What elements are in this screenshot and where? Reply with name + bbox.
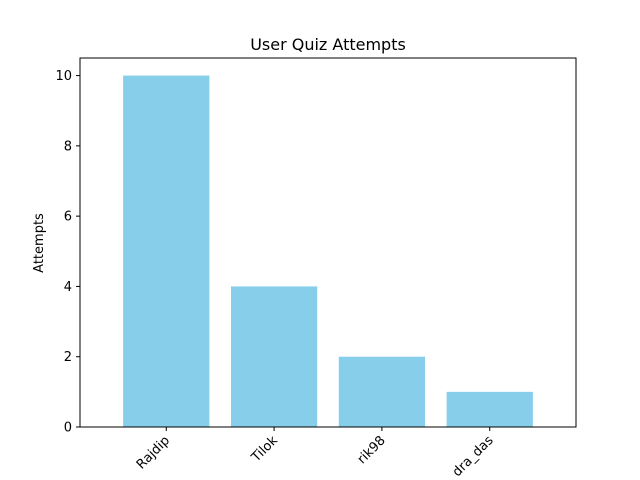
y-tick-label: 10 — [55, 69, 72, 84]
x-tick-label: Tilok — [248, 433, 281, 466]
y-axis: 0 2 4 6 8 10 — [55, 69, 80, 436]
y-tick-label: 0 — [64, 421, 72, 436]
y-tick-label: 2 — [64, 350, 72, 365]
x-tick-label: dra_das — [450, 433, 497, 480]
bars-group — [123, 75, 533, 427]
y-tick-label: 4 — [64, 280, 72, 295]
y-tick-label: 6 — [64, 210, 72, 225]
x-tick-label: Rajdip — [134, 433, 173, 472]
bar-tilok — [230, 286, 318, 427]
chart-title: User Quiz Attempts — [250, 35, 406, 54]
bar-rajdip — [123, 75, 210, 427]
bar-rik98 — [338, 356, 426, 427]
y-tick-label: 8 — [64, 139, 72, 154]
x-tick-label: rik98 — [355, 433, 389, 467]
bar-dra-das — [446, 391, 533, 427]
x-axis: Rajdip Tilok rik98 dra_das — [134, 427, 497, 480]
plot-frame — [79, 57, 577, 428]
y-axis-label: Attempts — [32, 213, 47, 273]
